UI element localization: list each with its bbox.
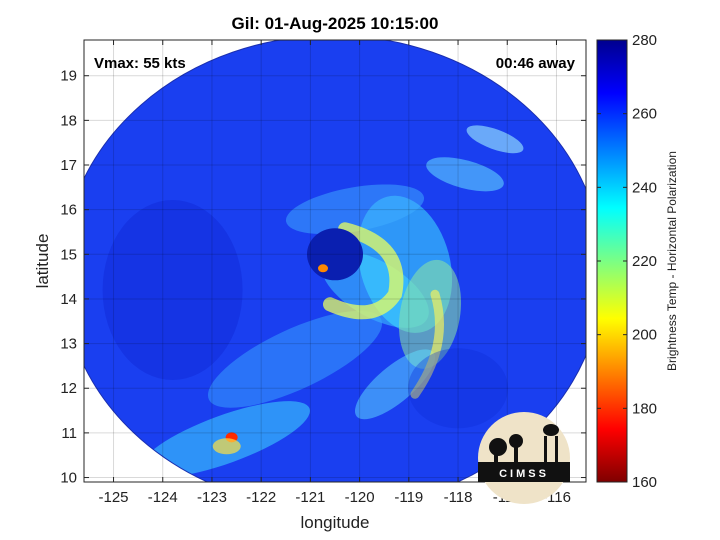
x-tick-label: -124 bbox=[148, 489, 178, 506]
colorbar-tick-label: 200 bbox=[632, 327, 657, 344]
y-tick-label: 18 bbox=[60, 112, 77, 129]
y-tick-label: 11 bbox=[61, 425, 77, 442]
y-tick-label: 13 bbox=[60, 336, 77, 353]
x-tick-label: -122 bbox=[246, 489, 276, 506]
grid-lines bbox=[84, 40, 586, 482]
x-tick-label: -120 bbox=[345, 489, 375, 506]
y-tick-label: 14 bbox=[60, 291, 77, 308]
colorbar-label: Brightness Temp - Horizontal Polarizatio… bbox=[665, 151, 679, 371]
colorbar-tick-label: 220 bbox=[632, 253, 657, 270]
colorbar-tick-label: 240 bbox=[632, 179, 657, 196]
colorbar-tick-label: 280 bbox=[632, 32, 657, 49]
y-tick-label: 16 bbox=[60, 202, 77, 219]
x-tick-label: -123 bbox=[197, 489, 227, 506]
colorbar-tick-label: 160 bbox=[632, 474, 657, 491]
x-tick-label: -118 bbox=[444, 489, 473, 506]
colorbar-gradient bbox=[596, 39, 628, 483]
colorbar: 160 180 200 220 240 260 280 Brightness Temp - … bbox=[596, 32, 679, 491]
y-tick-label: 10 bbox=[60, 470, 77, 487]
x-tick-label: -125 bbox=[99, 489, 129, 506]
x-tick-label: -119 bbox=[394, 489, 423, 506]
vmax-label: Vmax: 55 kts bbox=[94, 55, 186, 72]
cimss-logo-text: CIMSS bbox=[499, 468, 549, 480]
y-tick-label: 12 bbox=[60, 380, 77, 397]
y-tick-label: 17 bbox=[60, 157, 77, 174]
y-tick-label: 15 bbox=[60, 246, 77, 263]
y-axis-label: latitude bbox=[33, 234, 52, 289]
microwave-imagery bbox=[84, 40, 586, 482]
x-tick-label: -121 bbox=[295, 489, 325, 506]
time-away-label: 00:46 away bbox=[496, 55, 576, 72]
y-tick-label: 19 bbox=[60, 68, 77, 85]
cimss-logo: CIMSS bbox=[478, 412, 570, 504]
x-axis-label: longitude bbox=[300, 513, 369, 532]
axes-frame bbox=[83, 39, 587, 483]
map-title: Gil: 01-Aug-2025 10:15:00 bbox=[231, 14, 439, 33]
colorbar-tick-label: 180 bbox=[632, 400, 657, 417]
colorbar-tick-label: 260 bbox=[632, 106, 657, 123]
